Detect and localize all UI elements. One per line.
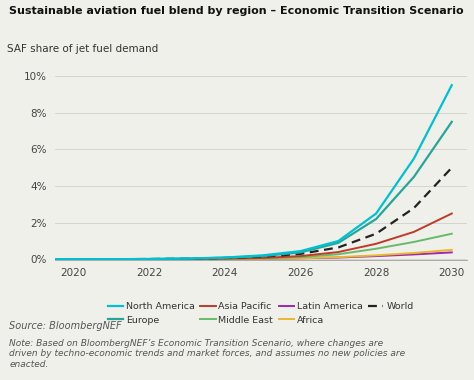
Legend: North America, Europe, Asia Pacific, Middle East, Latin America, Africa, World: North America, Europe, Asia Pacific, Mid… bbox=[104, 298, 417, 328]
Text: SAF share of jet fuel demand: SAF share of jet fuel demand bbox=[7, 44, 158, 54]
Text: Source: BloombergNEF: Source: BloombergNEF bbox=[9, 321, 122, 331]
Text: Note: Based on BloombergNEF’s Economic Transition Scenario, where changes are
dr: Note: Based on BloombergNEF’s Economic T… bbox=[9, 339, 406, 369]
Text: Sustainable aviation fuel blend by region – Economic Transition Scenario: Sustainable aviation fuel blend by regio… bbox=[9, 6, 464, 16]
